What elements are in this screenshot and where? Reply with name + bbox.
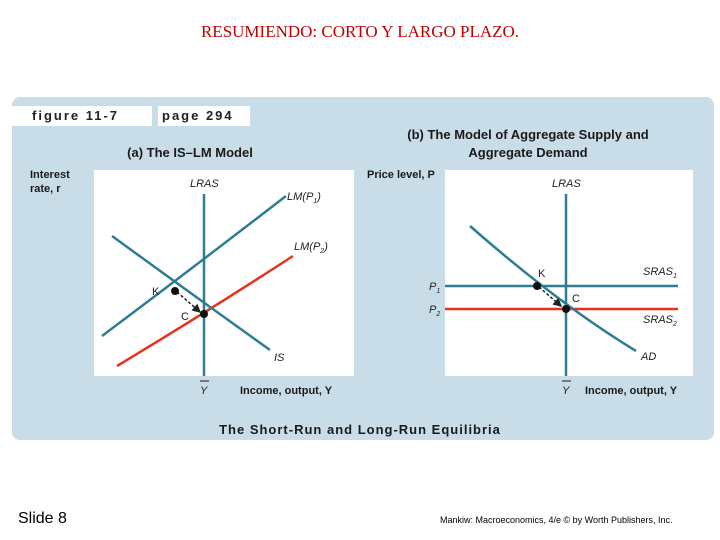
panel-b-ad-label: AD — [640, 351, 656, 363]
panel-b-point-c — [562, 305, 570, 313]
panel-b-plot-area — [445, 170, 693, 376]
slide-title: RESUMIENDO: CORTO Y LARGO PLAZO. — [200, 22, 520, 41]
panel-a-lm1-label: LM(P1) — [287, 191, 321, 205]
panel-b-p1-tick: P1 — [429, 281, 440, 295]
figure-header — [12, 106, 250, 126]
panel-a-plot-area — [94, 170, 354, 376]
figure-label: figure 11-7 — [32, 108, 120, 123]
panel-a-point-k-label: K — [152, 286, 160, 298]
slide-number: Slide 8 — [18, 510, 67, 527]
panel-a-x-tick-label: Y — [200, 385, 208, 397]
panel-a-lm1-curve — [101, 195, 287, 337]
panel-b-p2-tick: P2 — [429, 304, 440, 318]
panel-a-point-c — [200, 310, 208, 318]
panel-a-point-k — [171, 287, 179, 295]
panel-b-sras2-label: SRAS2 — [643, 314, 677, 328]
panel-b-point-c-label: C — [572, 293, 580, 305]
panel-a-y-axis-label: Interest rate, r — [30, 169, 70, 195]
panel-a-is-curve — [111, 234, 271, 352]
publisher-credit: Mankiw: Macroeconomics, 4/e © by Worth P… — [440, 515, 673, 525]
panel-b-point-k — [533, 282, 541, 290]
panel-a-lras-label: LRAS — [190, 178, 219, 190]
panel-b-x-tick-label: Y — [562, 385, 570, 397]
panel-a-lm2-curve — [116, 254, 294, 368]
panel-b-y-axis-label: Price level, P — [367, 169, 435, 181]
panel-b-sras1-label: SRAS1 — [643, 266, 677, 280]
figure-header-divider — [152, 106, 158, 126]
panel-b-title-line1: (b) The Model of Aggregate Supply and — [407, 127, 649, 142]
panel-b-lras-label: LRAS — [552, 178, 581, 190]
figure-caption: The Short-Run and Long-Run Equilibria — [219, 422, 501, 437]
panel-a-x-axis-label: Income, output, Y — [240, 385, 333, 397]
panel-b-title-line2: Aggregate Demand — [468, 145, 588, 160]
panel-a-point-c-label: C — [181, 311, 189, 323]
panel-a-is-label: IS — [274, 352, 285, 364]
figure-page: page 294 — [162, 108, 234, 123]
panel-a-lm2-label: LM(P2) — [294, 241, 328, 255]
panel-a-title: (a) The IS–LM Model — [127, 145, 253, 160]
panel-b-ad-curve — [469, 225, 637, 353]
panel-b-x-axis-label: Income, output, Y — [585, 385, 678, 397]
panel-b-point-k-label: K — [538, 268, 546, 280]
panel-a-adjustment-arrow — [176, 291, 202, 313]
